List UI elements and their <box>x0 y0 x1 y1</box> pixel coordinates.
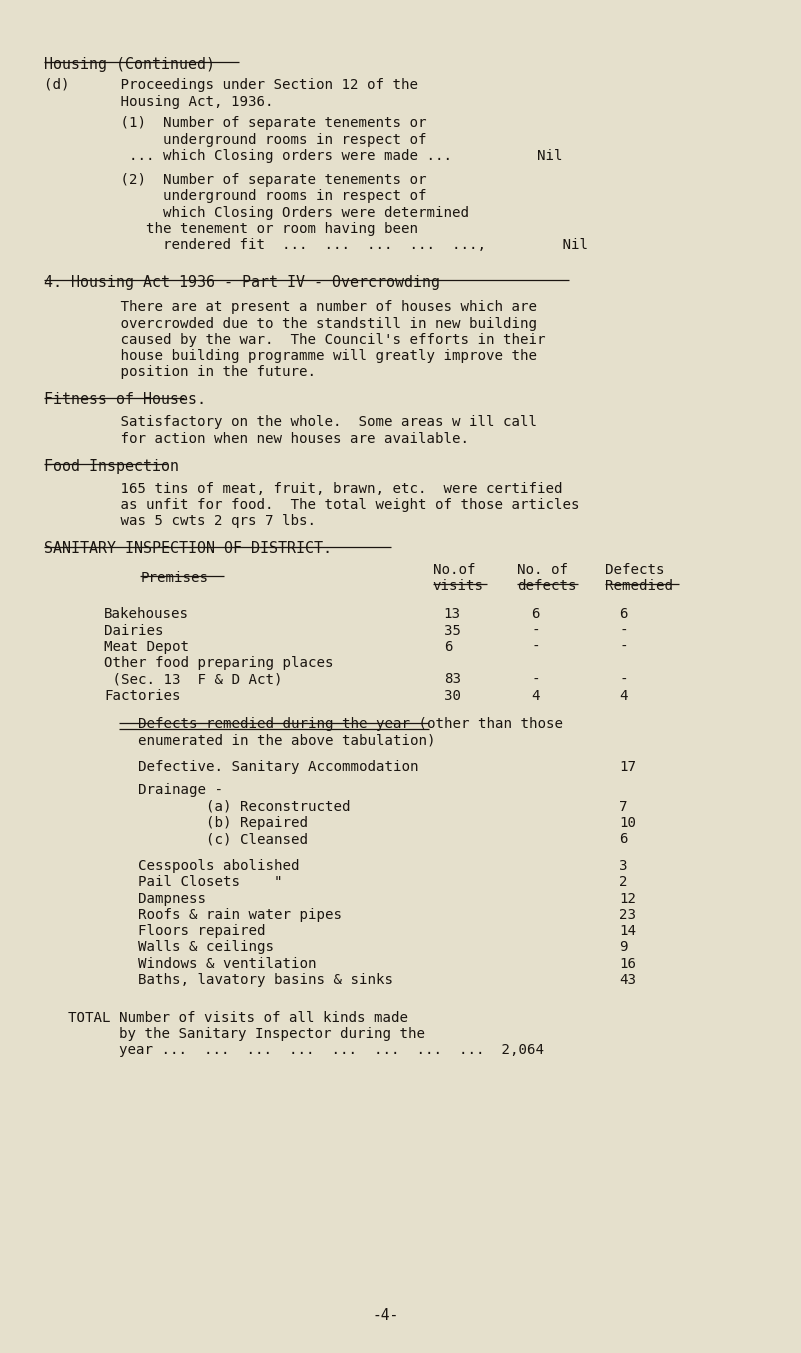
Text: -: - <box>531 624 540 637</box>
Text: Meat Depot: Meat Depot <box>104 640 189 653</box>
Text: Windows & ventilation: Windows & ventilation <box>104 957 316 970</box>
Text: Defective. Sanitary Accommodation: Defective. Sanitary Accommodation <box>104 760 419 774</box>
Text: 9: 9 <box>619 940 628 954</box>
Text: Factories: Factories <box>104 689 181 702</box>
Text: Roofs & rain water pipes: Roofs & rain water pipes <box>104 908 342 921</box>
Text: caused by the war.  The Council's efforts in their: caused by the war. The Council's efforts… <box>44 333 545 346</box>
Text: -: - <box>619 672 628 686</box>
Text: Premises: Premises <box>140 571 208 584</box>
Text: the tenement or room having been: the tenement or room having been <box>44 222 418 235</box>
Text: Bakehouses: Bakehouses <box>104 607 189 621</box>
Text: 6: 6 <box>444 640 453 653</box>
Text: as unfit for food.  The total weight of those articles: as unfit for food. The total weight of t… <box>44 498 580 511</box>
Text: Floors repaired: Floors repaired <box>104 924 266 938</box>
Text: Drainage -: Drainage - <box>104 783 223 797</box>
Text: 2: 2 <box>619 875 628 889</box>
Text: There are at present a number of houses which are: There are at present a number of houses … <box>44 300 537 314</box>
Text: Cesspools abolished: Cesspools abolished <box>104 859 300 873</box>
Text: which Closing Orders were determined: which Closing Orders were determined <box>44 206 469 219</box>
Text: -4-: -4- <box>372 1308 399 1323</box>
Text: position in the future.: position in the future. <box>44 365 316 379</box>
Text: -: - <box>619 640 628 653</box>
Text: 43: 43 <box>619 973 636 986</box>
Text: Housing (Continued): Housing (Continued) <box>44 57 215 72</box>
Text: 16: 16 <box>619 957 636 970</box>
Text: Food Inspection: Food Inspection <box>44 459 179 474</box>
Text: (a) Reconstructed: (a) Reconstructed <box>104 800 351 813</box>
Text: Fitness of Houses.: Fitness of Houses. <box>44 392 206 407</box>
Text: visits: visits <box>433 579 484 593</box>
Text: (b) Repaired: (b) Repaired <box>104 816 308 829</box>
Text: overcrowded due to the standstill in new building: overcrowded due to the standstill in new… <box>44 317 537 330</box>
Text: -: - <box>531 640 540 653</box>
Text: Pail Closets    ": Pail Closets " <box>104 875 283 889</box>
Text: (c) Cleansed: (c) Cleansed <box>104 832 308 846</box>
Text: 6: 6 <box>619 832 628 846</box>
Text: 30: 30 <box>444 689 461 702</box>
Text: Other food preparing places: Other food preparing places <box>104 656 334 670</box>
Text: underground rooms in respect of: underground rooms in respect of <box>44 133 427 146</box>
Text: 12: 12 <box>619 892 636 905</box>
Text: 83: 83 <box>444 672 461 686</box>
Text: Housing Act, 1936.: Housing Act, 1936. <box>44 95 274 108</box>
Text: Satisfactory on the whole.  Some areas w ill call: Satisfactory on the whole. Some areas w … <box>44 415 537 429</box>
Text: enumerated in the above tabulation): enumerated in the above tabulation) <box>104 733 436 747</box>
Text: by the Sanitary Inspector during the: by the Sanitary Inspector during the <box>68 1027 425 1040</box>
Text: (1)  Number of separate tenements or: (1) Number of separate tenements or <box>44 116 427 130</box>
Text: TOTAL Number of visits of all kinds made: TOTAL Number of visits of all kinds made <box>68 1011 408 1024</box>
Text: 4. Housing Act 1936 - Part IV - Overcrowding: 4. Housing Act 1936 - Part IV - Overcrow… <box>44 275 440 290</box>
Text: 7: 7 <box>619 800 628 813</box>
Text: -: - <box>619 624 628 637</box>
Text: 4: 4 <box>619 689 628 702</box>
Text: No.of: No.of <box>433 563 475 576</box>
Text: No. of: No. of <box>517 563 568 576</box>
Text: 23: 23 <box>619 908 636 921</box>
Text: Defects remedied during the year (other than those: Defects remedied during the year (other … <box>104 717 563 731</box>
Text: 17: 17 <box>619 760 636 774</box>
Text: 35: 35 <box>444 624 461 637</box>
Text: 14: 14 <box>619 924 636 938</box>
Text: (d)      Proceedings under Section 12 of the: (d) Proceedings under Section 12 of the <box>44 78 418 92</box>
Text: SANITARY INSPECTION OF DISTRICT.: SANITARY INSPECTION OF DISTRICT. <box>44 541 332 556</box>
Text: underground rooms in respect of: underground rooms in respect of <box>44 189 427 203</box>
Text: defects: defects <box>517 579 576 593</box>
Text: 4: 4 <box>531 689 540 702</box>
Text: 13: 13 <box>444 607 461 621</box>
Text: Defects: Defects <box>605 563 664 576</box>
Text: year ...  ...  ...  ...  ...  ...  ...  ...  2,064: year ... ... ... ... ... ... ... ... 2,0… <box>68 1043 544 1057</box>
Text: rendered fit  ...  ...  ...  ...  ...,         Nil: rendered fit ... ... ... ... ..., Nil <box>44 238 588 252</box>
Text: 10: 10 <box>619 816 636 829</box>
Text: Baths, lavatory basins & sinks: Baths, lavatory basins & sinks <box>104 973 393 986</box>
Text: 165 tins of meat, fruit, brawn, etc.  were certified: 165 tins of meat, fruit, brawn, etc. wer… <box>44 482 562 495</box>
Text: 3: 3 <box>619 859 628 873</box>
Text: house building programme will greatly improve the: house building programme will greatly im… <box>44 349 537 363</box>
Text: Walls & ceilings: Walls & ceilings <box>104 940 274 954</box>
Text: ... which Closing orders were made ...          Nil: ... which Closing orders were made ... N… <box>44 149 562 162</box>
Text: Dairies: Dairies <box>104 624 163 637</box>
Text: for action when new houses are available.: for action when new houses are available… <box>44 432 469 445</box>
Text: (Sec. 13  F & D Act): (Sec. 13 F & D Act) <box>104 672 283 686</box>
Text: 6: 6 <box>619 607 628 621</box>
Text: Dampness: Dampness <box>104 892 206 905</box>
Text: was 5 cwts 2 qrs 7 lbs.: was 5 cwts 2 qrs 7 lbs. <box>44 514 316 528</box>
Text: Remedied: Remedied <box>605 579 673 593</box>
Text: -: - <box>531 672 540 686</box>
Text: 6: 6 <box>531 607 540 621</box>
Text: (2)  Number of separate tenements or: (2) Number of separate tenements or <box>44 173 427 187</box>
